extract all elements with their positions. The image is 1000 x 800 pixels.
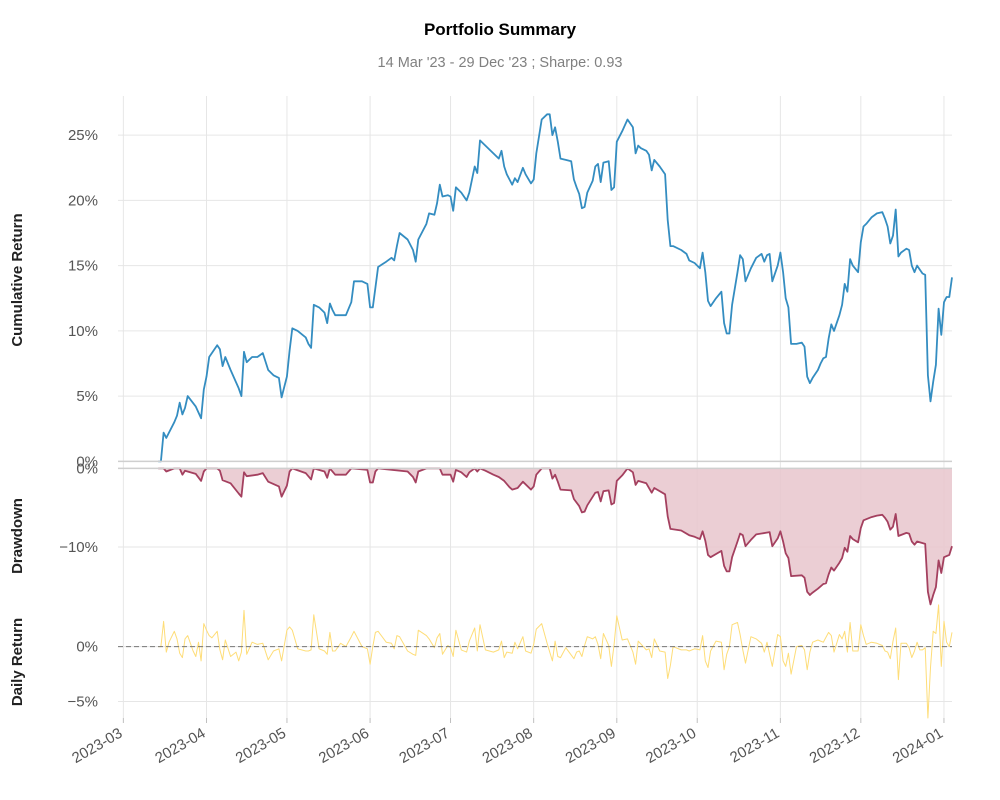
axes [118,460,952,723]
y-axis-label-cumulative: Cumulative Return [9,213,26,346]
y-tick-label: −10% [59,539,98,556]
drawdown-line [158,467,953,606]
x-tick-label: 2023-10 [643,725,699,767]
x-tick-label: 2023-04 [152,725,208,767]
y-tick-label: 5% [76,388,98,405]
y-tick-label: 0% [76,460,98,477]
y-tick-label: 25% [68,127,98,144]
y-axis-label-drawdown: Drawdown [9,498,26,574]
series-lines [158,113,953,719]
drawdown-area [158,468,952,605]
y-tick-label: 0% [76,453,98,470]
y-axis-label-daily: Daily Return [9,618,26,706]
area-fills [158,468,952,605]
x-tick-label: 2023-12 [807,725,863,767]
x-tick-label: 2023-09 [563,725,619,767]
chart-subtitle: 14 Mar '23 - 29 Dec '23 ; Sharpe: 0.93 [377,55,623,71]
y-tick-label: 0% [76,639,98,656]
x-tick-label: 2023-08 [479,725,535,767]
tick-labels: 2023-03 2023-04 2023-05 2023-06 2023-07 2023-… [9,127,946,767]
y-tick-label: 10% [68,323,98,340]
y-tick-label: 15% [68,258,98,275]
daily-return-line [158,604,953,719]
x-tick-label: 2023-06 [316,725,372,767]
x-tick-label: 2024-01 [890,725,946,767]
chart-title: Portfolio Summary [423,20,577,39]
y-tick-label: −5% [68,694,98,711]
x-tick-label: 2023-05 [233,725,289,767]
y-tick-label: 20% [68,192,98,209]
x-tick-label: 2023-11 [727,725,782,767]
x-tick-label: 2023-07 [396,725,452,767]
x-tick-label: 2023-03 [69,725,125,767]
cumulative-return-line [158,113,953,463]
